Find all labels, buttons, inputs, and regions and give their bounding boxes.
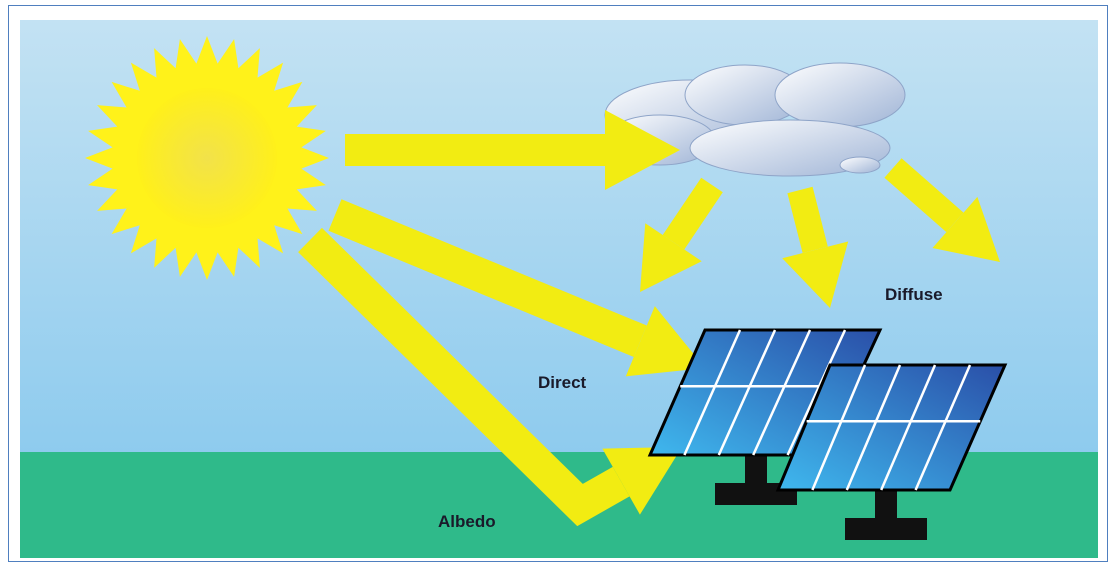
arrow-shaft: [787, 186, 828, 254]
panel-base: [845, 518, 927, 540]
panel-grid: [786, 329, 847, 456]
diffuse-label: Diffuse: [885, 285, 943, 304]
panel: [775, 363, 1008, 492]
panel-grid: [845, 364, 902, 491]
sun-core: [137, 88, 277, 228]
direct-label: Direct: [538, 373, 587, 392]
albedo-label: Albedo: [438, 512, 496, 531]
panel-grid: [717, 329, 777, 456]
arrow-shaft: [298, 227, 630, 527]
arrow-head: [932, 196, 1000, 262]
arrow-shaft: [662, 177, 723, 250]
arrow-shaft: [328, 199, 647, 357]
arrow-shaft: [884, 158, 964, 233]
arrow-head: [605, 110, 680, 190]
panel-grid: [880, 364, 937, 491]
arrow-head: [625, 306, 705, 377]
panel-grid: [752, 329, 812, 456]
arrow-head: [602, 447, 682, 515]
solar-panels: [647, 328, 1008, 540]
panel-grid: [811, 364, 867, 491]
arrow-head: [640, 223, 702, 292]
sun: [85, 36, 329, 280]
panel-base: [715, 483, 797, 505]
arrows: [298, 110, 1000, 527]
panel-grid: [683, 329, 742, 456]
panel-grid: [914, 364, 972, 491]
arrow-head: [782, 241, 849, 308]
